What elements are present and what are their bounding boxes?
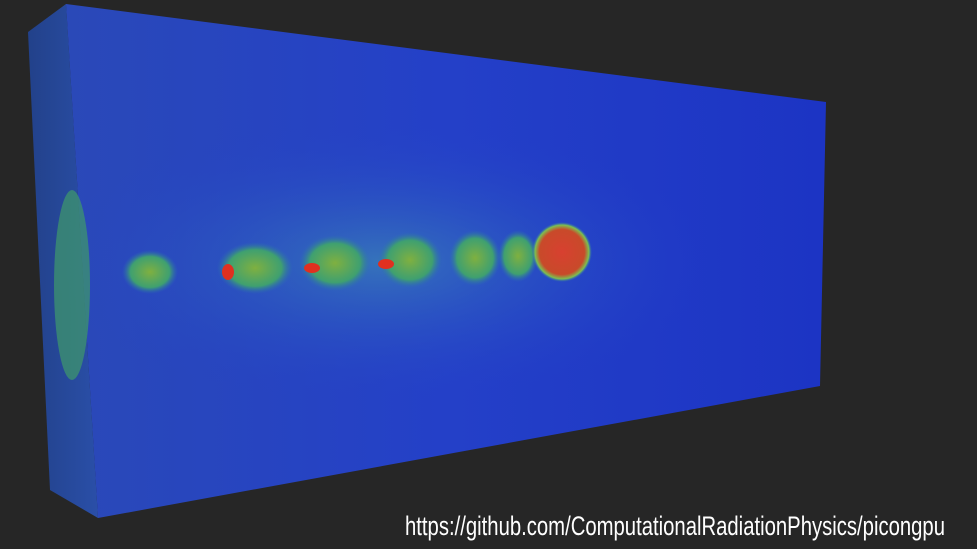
bubble — [449, 230, 501, 286]
bubble — [122, 250, 178, 294]
electron-bunch — [378, 259, 394, 269]
laser-front — [54, 190, 90, 380]
bubble — [299, 235, 371, 291]
electron-bunch — [222, 264, 234, 280]
electron-bunch — [304, 263, 320, 273]
bubble — [498, 230, 538, 282]
caption-url: https://github.com/ComputationalRadiatio… — [405, 511, 945, 541]
simulation-render — [28, 4, 826, 518]
page: {"caption": "https://github.com/Computat… — [0, 0, 977, 549]
bubble-head — [532, 222, 592, 282]
slide: https://github.com/ComputationalRadiatio… — [0, 0, 977, 549]
